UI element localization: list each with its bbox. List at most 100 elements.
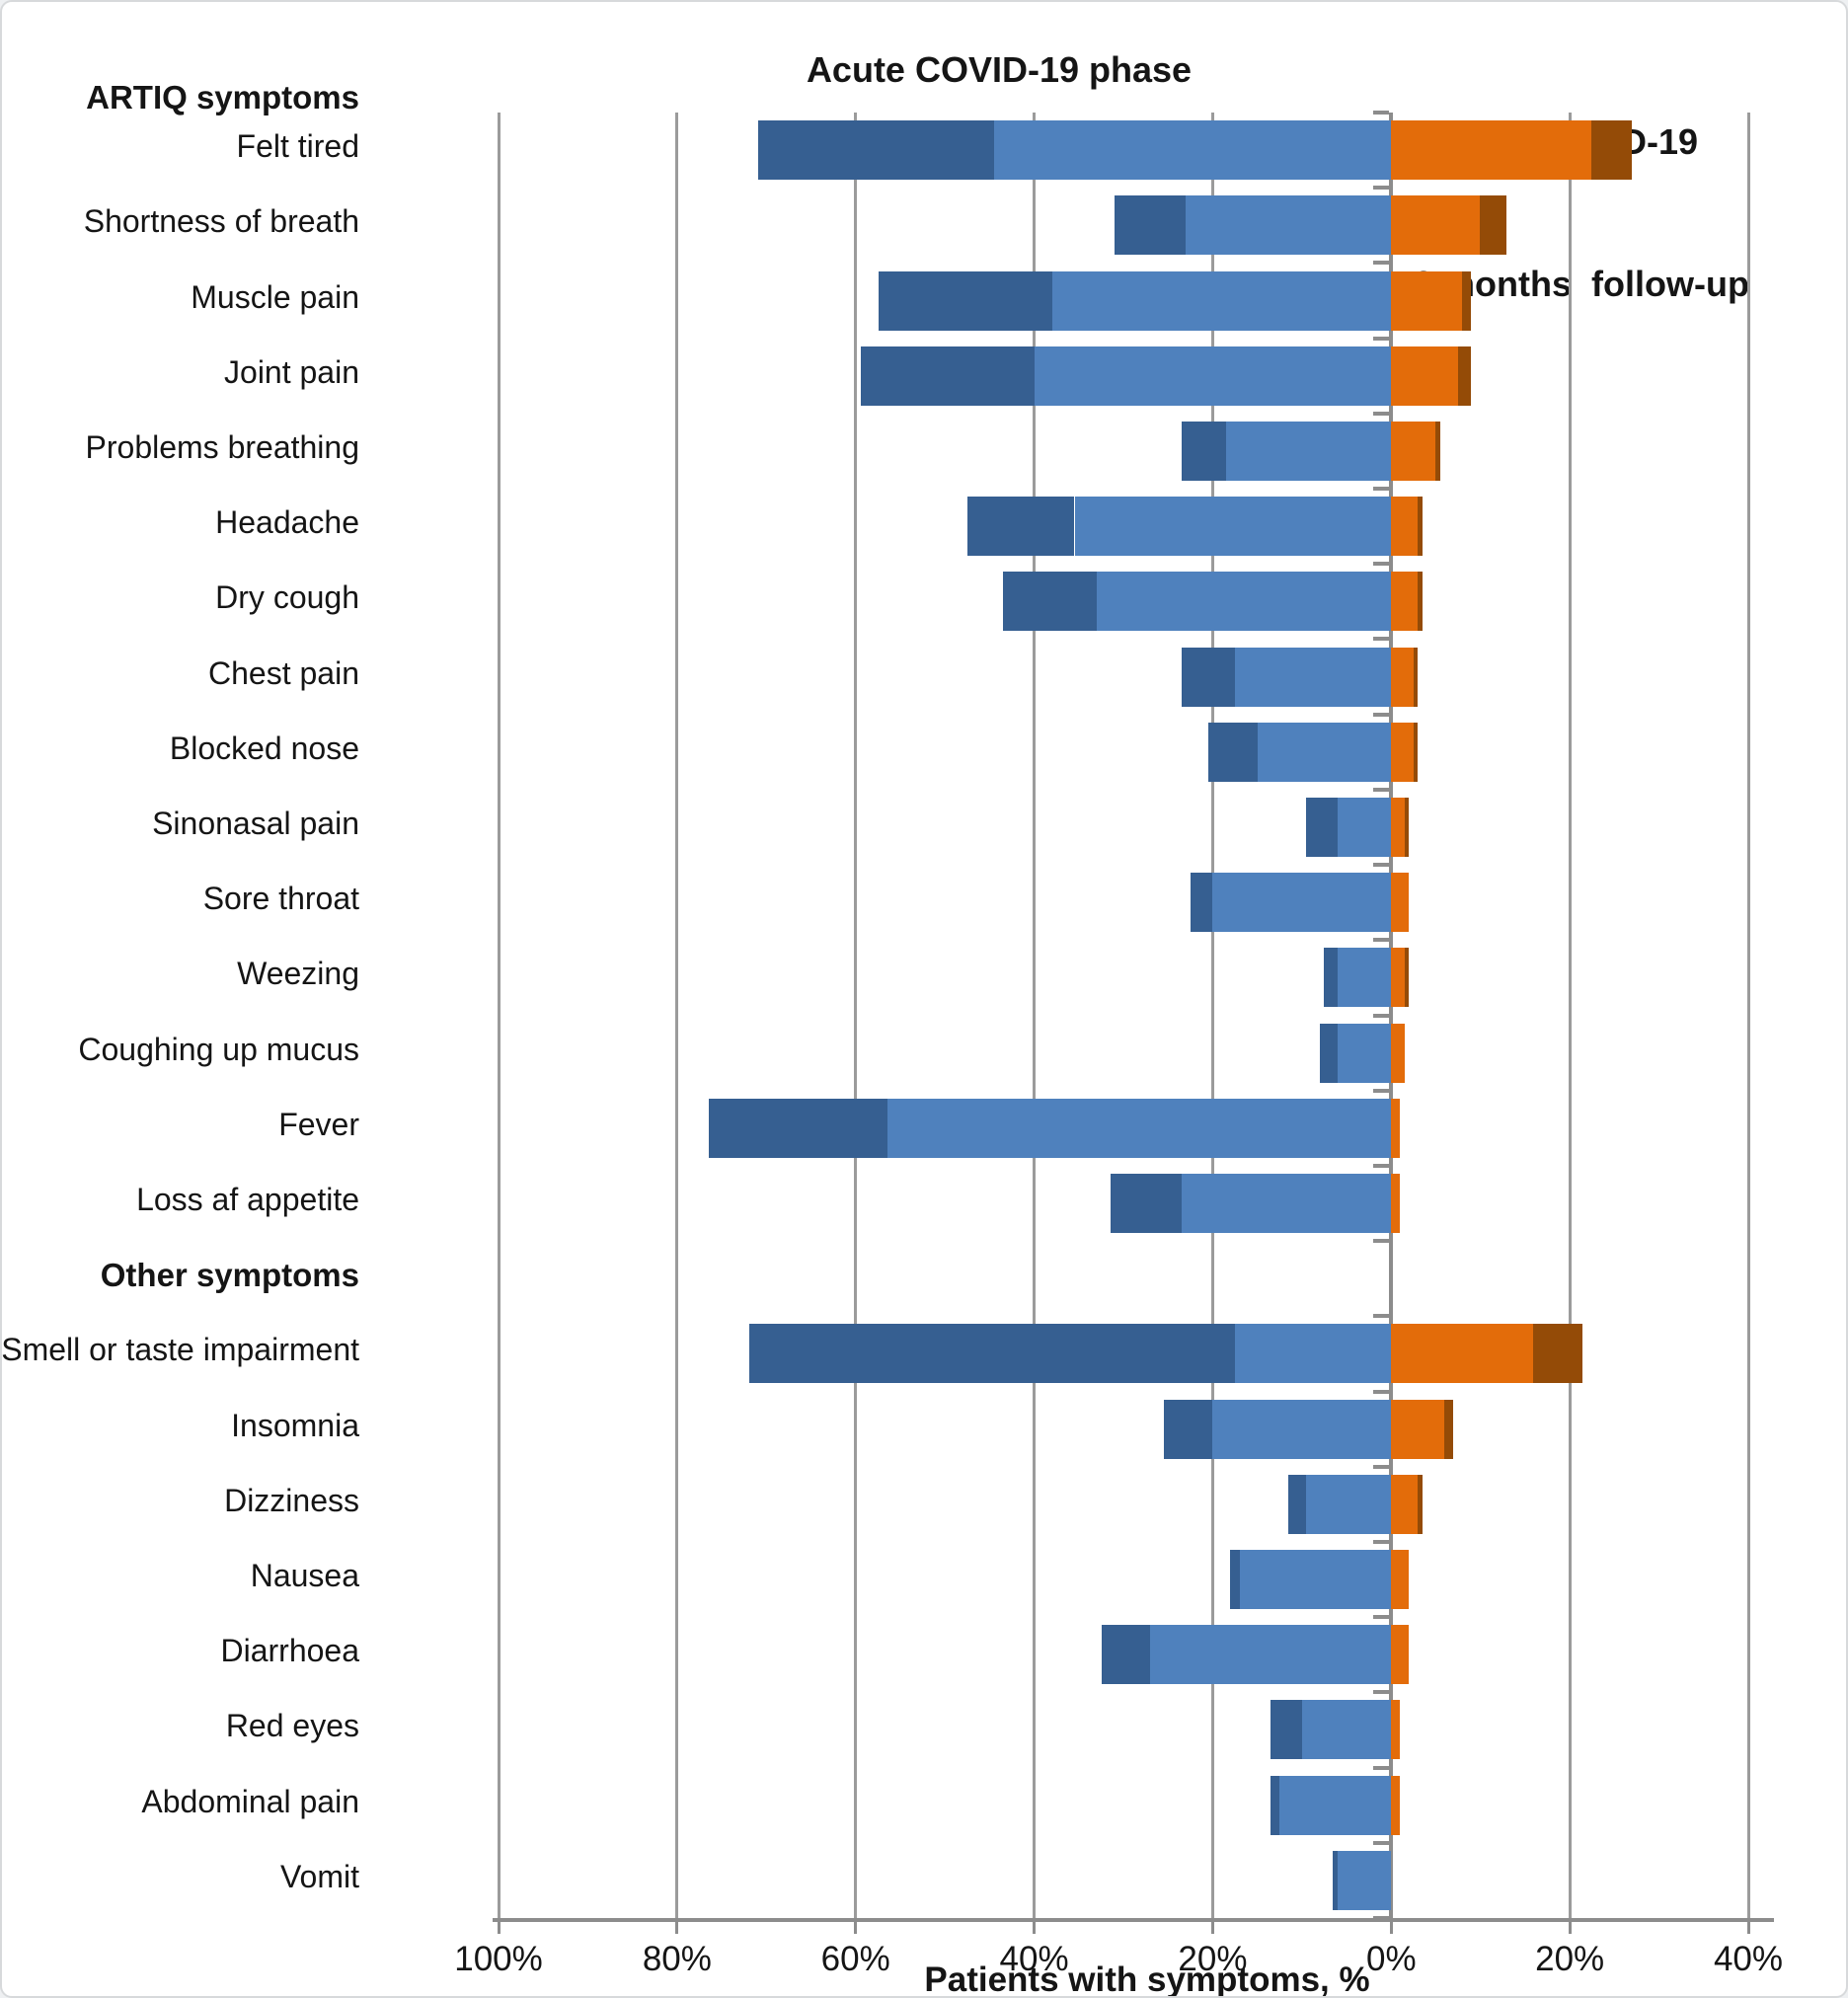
bar-segment-post-severe: [1413, 722, 1419, 782]
bar-segment-post-mild: [1391, 1174, 1401, 1234]
x-axis-line: [493, 1918, 1774, 1922]
bar-segment-post-mild: [1391, 873, 1410, 933]
bar-segment-acute-mild: [1301, 1700, 1391, 1760]
category-axis-tick: [1373, 111, 1389, 115]
bar-segment-acute-mild: [1337, 1850, 1391, 1910]
x-tick-label: 40%: [1713, 1940, 1784, 1978]
bar-segment-acute-severe: [1319, 1023, 1338, 1083]
bar-segment-post-mild: [1391, 1098, 1401, 1158]
bar-segment-acute-severe: [1207, 722, 1258, 782]
bar-segment-post-mild: [1391, 195, 1481, 256]
category-label: Muscle pain: [191, 278, 359, 315]
category-label: Red eyes: [225, 1708, 359, 1744]
category-label: Felt tired: [236, 128, 359, 165]
category-label: Diarrhoea: [220, 1633, 359, 1669]
category-axis-tick: [1373, 487, 1389, 492]
bar-segment-post-mild: [1391, 1399, 1445, 1459]
category-axis-tick: [1373, 1239, 1389, 1244]
bar-segment-post-severe: [1444, 1399, 1454, 1459]
bar-segment-acute-severe: [967, 497, 1075, 557]
category-axis-tick: [1373, 1013, 1389, 1018]
artiq-symptoms-header: ARTIQ symptoms: [86, 79, 359, 115]
category-axis-tick: [1373, 186, 1389, 191]
gridline: [1210, 113, 1214, 1918]
x-axis-tick: [675, 1918, 679, 1934]
category-axis-tick: [1373, 712, 1389, 717]
category-axis-tick: [1373, 411, 1389, 416]
bar-segment-post-severe: [1480, 195, 1507, 256]
bar-segment-acute-mild: [1337, 948, 1391, 1008]
category-axis-tick: [1373, 637, 1389, 642]
bar-segment-post-mild: [1391, 572, 1419, 632]
category-axis-tick: [1373, 562, 1389, 567]
gridline: [854, 113, 858, 1918]
bar-segment-post-severe: [1418, 572, 1423, 632]
x-axis-tick: [1389, 1918, 1393, 1934]
category-label: Vomit: [279, 1858, 359, 1894]
category-label: Abdominal pain: [141, 1783, 359, 1819]
category-axis-tick: [1373, 1088, 1389, 1093]
x-tick-label: 60%: [820, 1940, 890, 1978]
category-label: Dry cough: [215, 579, 359, 616]
bar-segment-post-severe: [1413, 647, 1419, 707]
x-axis-title: Patients with symptoms, %: [924, 1960, 1370, 1998]
bar-segment-post-mild: [1391, 346, 1458, 406]
bar-segment-post-mild: [1391, 1775, 1401, 1835]
bar-segment-acute-severe: [1163, 1399, 1213, 1459]
bar-segment-acute-severe: [1115, 195, 1187, 256]
bar-segment-acute-mild: [1181, 1174, 1391, 1234]
bar-segment-acute-severe: [1324, 948, 1338, 1008]
x-axis-tick: [854, 1918, 858, 1934]
gridline: [497, 113, 500, 1918]
bar-segment-acute-mild: [1225, 421, 1391, 481]
bar-segment-post-mild: [1391, 270, 1463, 331]
category-axis-tick: [1373, 1539, 1389, 1544]
bar-segment-acute-severe: [878, 270, 1052, 331]
category-axis-tick: [1373, 1314, 1389, 1319]
category-axis-tick: [1373, 1615, 1389, 1620]
group-header-label: Other symptoms: [100, 1257, 359, 1294]
bar-segment-post-mild: [1391, 1324, 1534, 1384]
category-label: Blocked nose: [169, 730, 359, 766]
bar-segment-post-mild: [1391, 1700, 1401, 1760]
bar-segment-acute-severe: [1003, 572, 1098, 632]
bar-segment-post-mild: [1391, 647, 1414, 707]
x-tick-label: 20%: [1178, 1940, 1248, 1978]
bar-segment-acute-mild: [1074, 497, 1391, 557]
category-axis-tick: [1373, 1916, 1389, 1920]
bar-segment-acute-severe: [758, 120, 995, 181]
gridline: [675, 113, 679, 1918]
category-axis-tick: [1373, 1464, 1389, 1469]
category-label: Shortness of breath: [83, 203, 359, 240]
category-axis-tick: [1373, 787, 1389, 792]
gridline: [1746, 113, 1750, 1918]
category-axis-tick: [1373, 863, 1389, 868]
bar-segment-post-severe: [1533, 1324, 1583, 1384]
category-label: Headache: [215, 504, 359, 541]
bar-segment-post-mild: [1391, 421, 1436, 481]
category-axis-tick: [1373, 1765, 1389, 1770]
bar-segment-acute-mild: [1257, 722, 1391, 782]
bar-segment-acute-mild: [1279, 1775, 1391, 1835]
bar-segment-acute-severe: [1270, 1700, 1302, 1760]
bar-segment-acute-mild: [1034, 346, 1391, 406]
bar-segment-acute-severe: [1101, 1625, 1151, 1685]
category-label: Coughing up mucus: [78, 1031, 359, 1067]
bar-segment-post-mild: [1391, 722, 1414, 782]
category-axis-tick: [1373, 1389, 1389, 1394]
category-label: Smell or taste impairment: [1, 1332, 359, 1368]
category-axis-tick: [1373, 336, 1389, 341]
x-axis-tick: [1210, 1918, 1214, 1934]
bar-segment-post-mild: [1391, 948, 1405, 1008]
category-label: Fever: [278, 1106, 359, 1142]
category-axis-tick: [1373, 1690, 1389, 1695]
bar-segment-post-severe: [1418, 1474, 1423, 1534]
bar-segment-acute-mild: [1212, 873, 1391, 933]
category-label: Weezing: [237, 956, 359, 992]
x-axis-tick: [1568, 1918, 1572, 1934]
bar-segment-acute-mild: [1150, 1625, 1391, 1685]
category-label: Joint pain: [224, 353, 359, 390]
bar-segment-post-severe: [1418, 497, 1423, 557]
